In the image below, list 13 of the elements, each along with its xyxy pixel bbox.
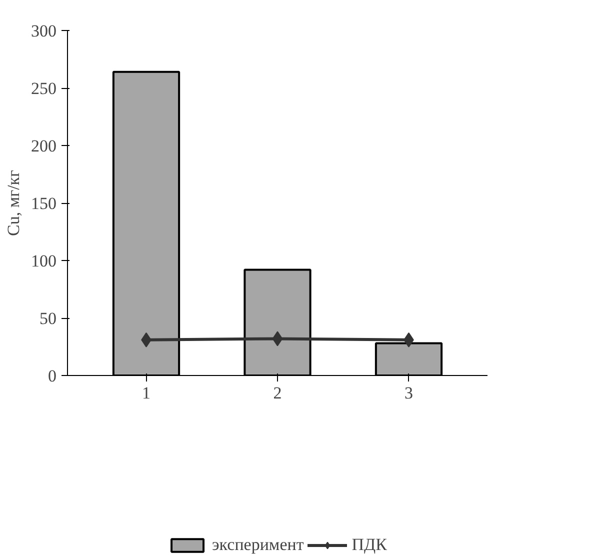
y-tick-label: 250 bbox=[31, 79, 56, 98]
legend-label: ПДК bbox=[352, 535, 387, 556]
y-tick-label: 50 bbox=[40, 309, 56, 328]
legend-label: эксперимент bbox=[212, 535, 304, 556]
y-tick-label: 300 bbox=[31, 22, 56, 40]
y-axis-title: Cu, мг/кг bbox=[4, 170, 23, 236]
y-tick-label: 200 bbox=[31, 136, 56, 156]
y-tick-label: 0 bbox=[48, 366, 56, 386]
x-tick-label: 2 bbox=[273, 384, 282, 402]
y-tick-label: 150 bbox=[31, 194, 56, 213]
x-tick-label: 3 bbox=[404, 384, 413, 402]
y-tick-label: 100 bbox=[31, 252, 56, 270]
x-tick-label: 1 bbox=[142, 384, 150, 402]
